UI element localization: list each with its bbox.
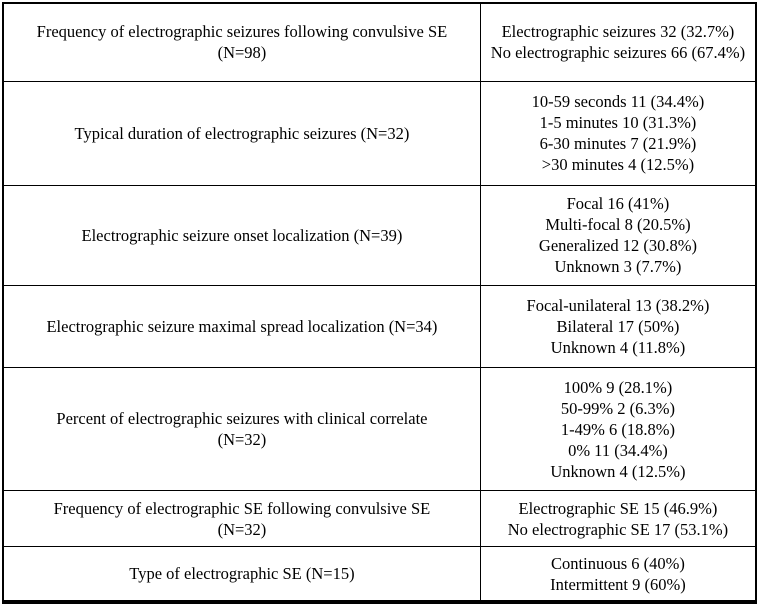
values-cell: Focal 16 (41%) Multi-focal 8 (20.5%) Gener… — [479, 184, 757, 286]
cell-line: Continuous 6 (40%) — [551, 553, 685, 573]
cell-line: Unknown 4 (12.5%) — [550, 461, 686, 481]
cell-line: Electrographic SE 15 (46.9%) — [518, 498, 718, 518]
cell-line: (N=32) — [217, 430, 267, 450]
table-row: Frequency of electrographic seizures fol… — [2, 2, 757, 82]
cell-line: 6-30 minutes 7 (21.9%) — [539, 134, 697, 154]
category-cell: Electrographic seizure maximal spread lo… — [2, 284, 481, 369]
cell-line: Focal 16 (41%) — [566, 194, 670, 214]
cell-line: No electrographic seizures 66 (67.4%) — [490, 43, 746, 63]
cell-line: 1-49% 6 (18.8%) — [560, 419, 675, 439]
cell-line: Electrographic seizure maximal spread lo… — [46, 317, 438, 337]
category-cell: Percent of electrographic seizures with … — [2, 367, 481, 492]
cell-line: 50-99% 2 (6.3%) — [560, 398, 675, 418]
cell-line: (N=32) — [217, 519, 267, 539]
category-cell: Electrographic seizure onset localizatio… — [2, 184, 481, 286]
table-row: Electrographic seizure maximal spread lo… — [2, 284, 757, 369]
cell-line: Type of electrographic SE (N=15) — [129, 564, 355, 584]
cell-line: Frequency of electrographic seizures fol… — [36, 22, 448, 42]
values-cell: 10-59 seconds 11 (34.4%) 1-5 minutes 10 (… — [479, 80, 757, 186]
values-cell: 100% 9 (28.1%) 50-99% 2 (6.3%) 1-49% 6 (18… — [479, 367, 757, 492]
values-cell: Focal-unilateral 13 (38.2%) Bilateral 17 … — [479, 284, 757, 369]
cell-line: >30 minutes 4 (12.5%) — [541, 155, 695, 175]
category-cell: Frequency of electrographic seizures fol… — [2, 2, 481, 82]
cell-line: Intermittent 9 (60%) — [550, 574, 686, 594]
cell-line: Multi-focal 8 (20.5%) — [545, 215, 691, 235]
cell-line: No electrographic SE 17 (53.1%) — [507, 519, 729, 539]
cell-line: Unknown 3 (7.7%) — [554, 257, 682, 277]
cell-line: 1-5 minutes 10 (31.3%) — [539, 113, 697, 133]
cell-line: 100% 9 (28.1%) — [563, 377, 673, 397]
cell-line: Electrographic seizures 32 (32.7%) — [501, 22, 735, 42]
cell-line: Electrographic seizure onset localizatio… — [81, 225, 403, 245]
cell-line: Typical duration of electrographic seizu… — [74, 123, 410, 143]
cell-line: 0% 11 (34.4%) — [568, 440, 668, 460]
table-row: Electrographic seizure onset localizatio… — [2, 184, 757, 286]
values-cell: Electrographic seizures 32 (32.7%) No ele… — [479, 2, 757, 82]
table-row: Type of electrographic SE (N=15) Continu… — [2, 546, 757, 603]
values-cell: Continuous 6 (40%) Intermittent 9 (60%) — [479, 546, 757, 603]
cell-line: Unknown 4 (11.8%) — [550, 338, 686, 358]
cell-line: Focal-unilateral 13 (38.2%) — [526, 296, 710, 316]
cell-line: Percent of electrographic seizures with … — [56, 409, 428, 429]
cell-line: 10-59 seconds 11 (34.4%) — [531, 92, 705, 112]
cell-line: Generalized 12 (30.8%) — [538, 236, 697, 256]
category-cell: Type of electrographic SE (N=15) — [2, 546, 481, 603]
cell-line: Bilateral 17 (50%) — [556, 317, 680, 337]
category-cell: Typical duration of electrographic seizu… — [2, 80, 481, 186]
table-row: Typical duration of electrographic seizu… — [2, 80, 757, 186]
values-cell: Electrographic SE 15 (46.9%) No electrogr… — [479, 490, 757, 548]
category-cell: Frequency of electrographic SE following… — [2, 490, 481, 548]
table-row: Frequency of electrographic SE following… — [2, 490, 757, 548]
cell-line: Frequency of electrographic SE following… — [53, 498, 431, 518]
table-row: Percent of electrographic seizures with … — [2, 367, 757, 492]
cell-line: (N=98) — [217, 43, 267, 63]
